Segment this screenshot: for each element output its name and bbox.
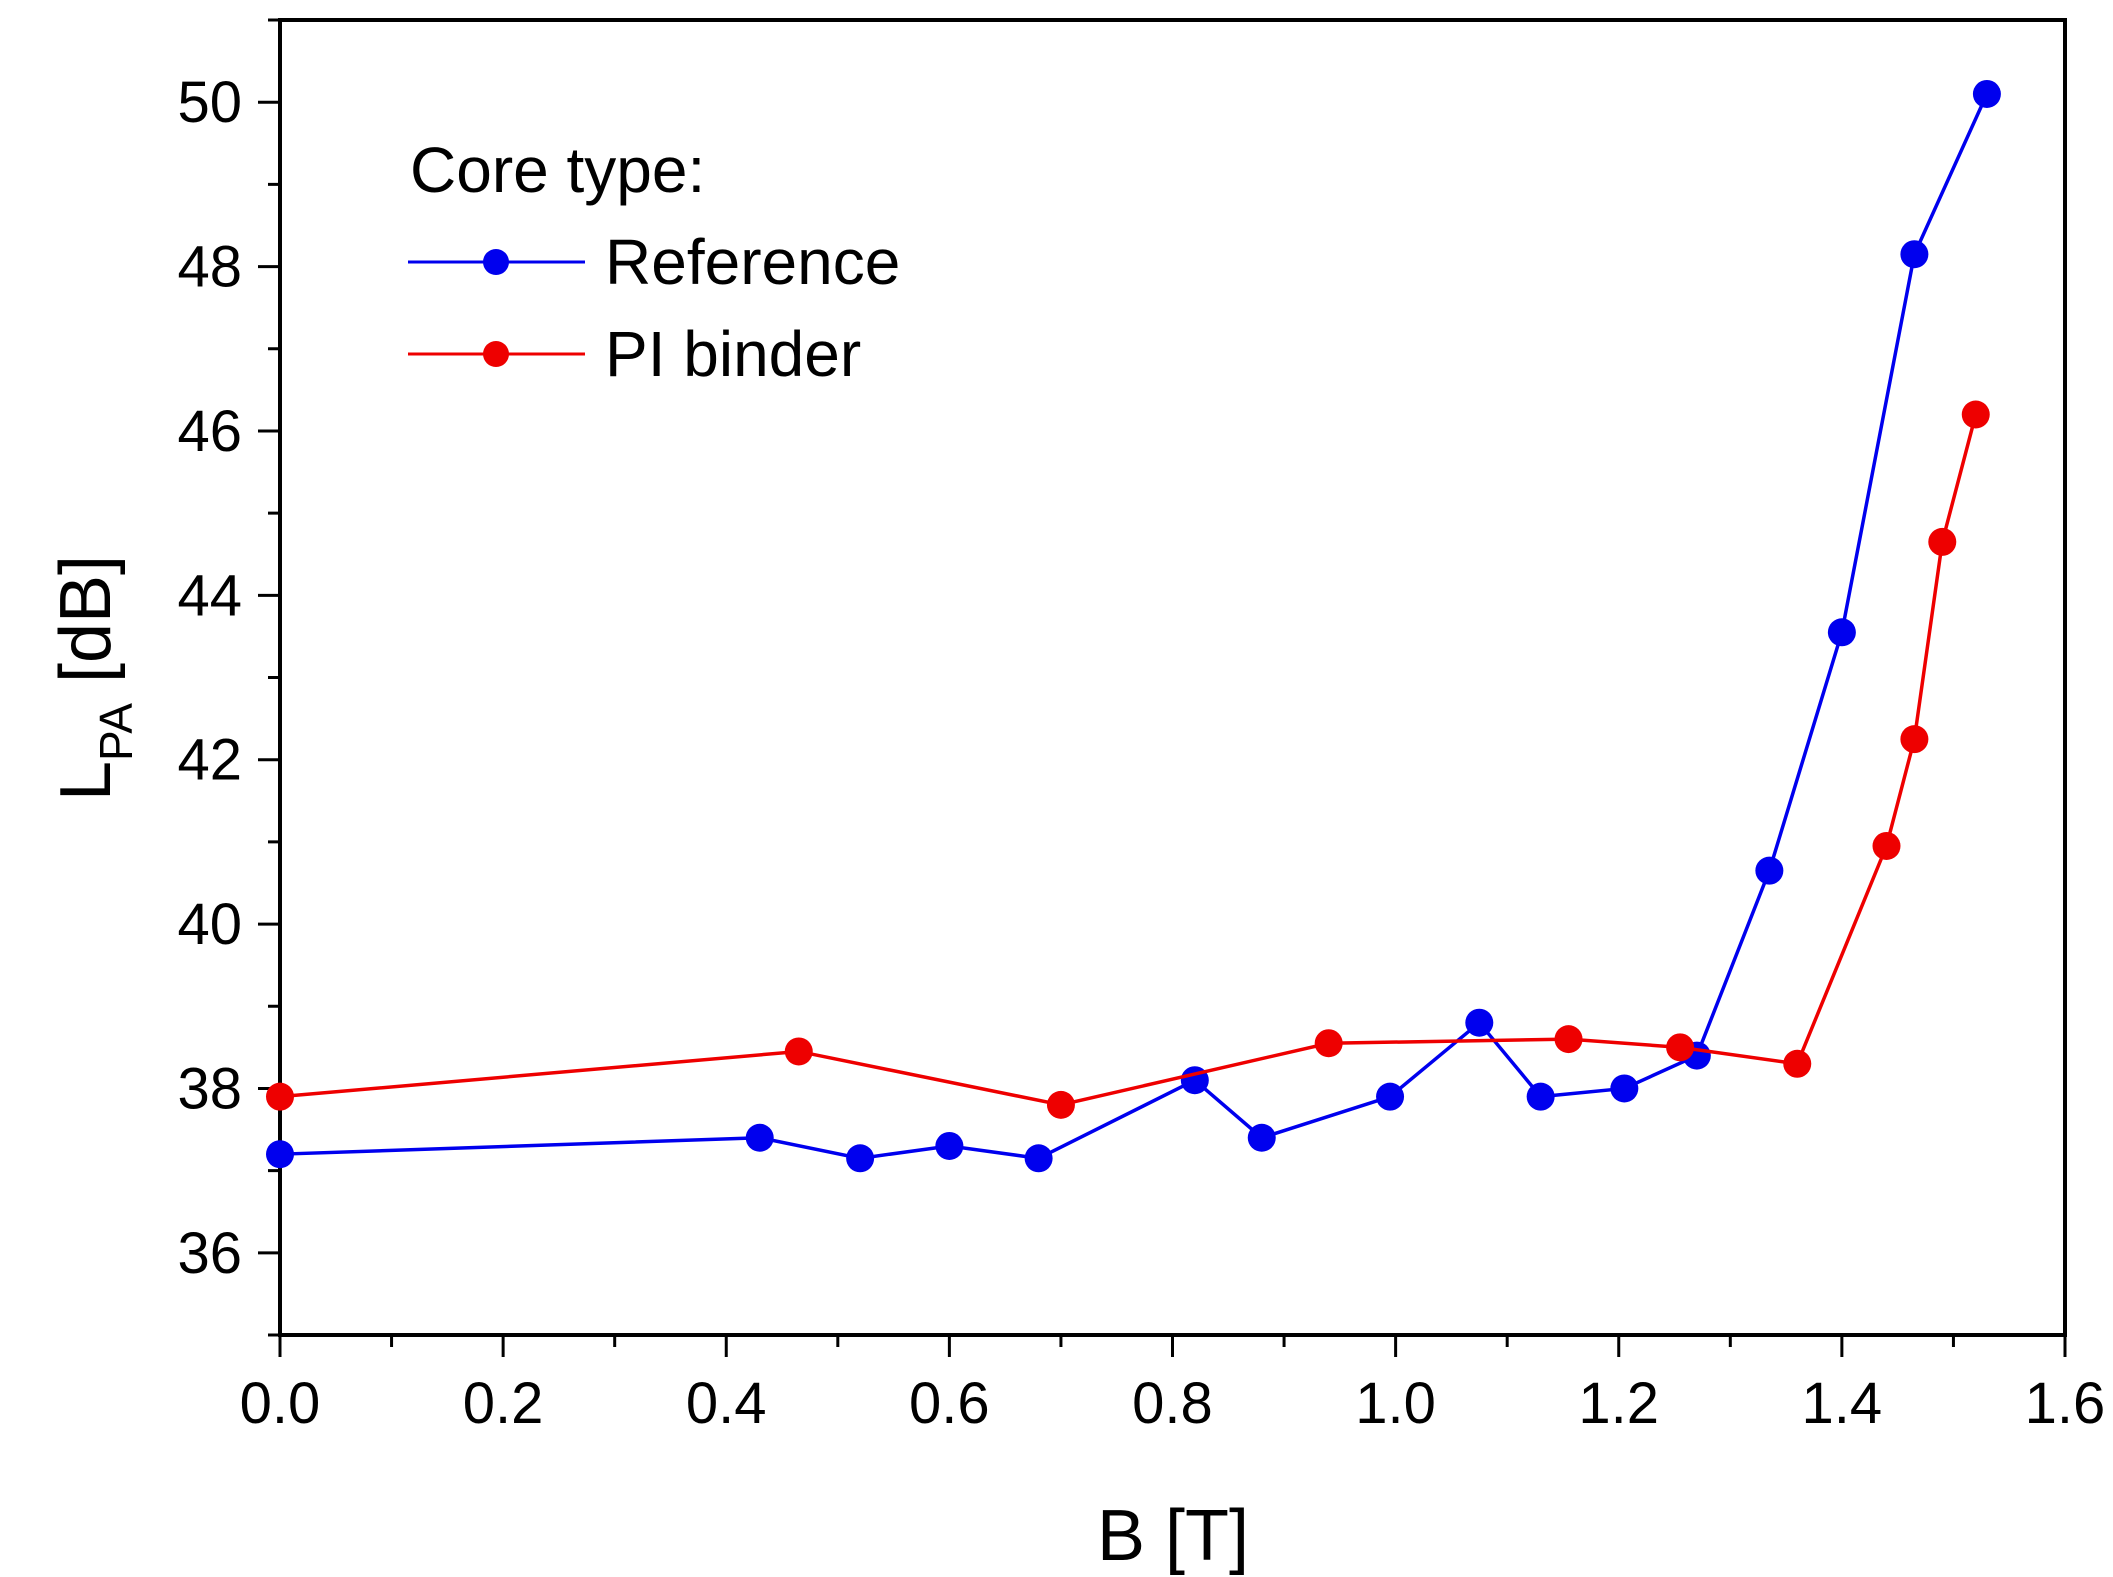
x-tick-label: 1.2 (1578, 1371, 1659, 1436)
y-tick-label: 38 (177, 1056, 242, 1121)
x-tick-label: 0.4 (686, 1371, 767, 1436)
y-tick-label: 46 (177, 399, 242, 464)
legend: Core type: Reference PI binder (408, 134, 900, 390)
data-point-reference (1900, 240, 1929, 269)
x-tick-label: 0.6 (909, 1371, 990, 1436)
series-line-pi-binder (279, 414, 1978, 1107)
y-axis-title-unit: [dB] (46, 555, 126, 703)
data-point-pi-binder (1928, 527, 1957, 556)
data-point-pi-binder (1666, 1033, 1695, 1062)
data-point-pi-binder (266, 1082, 294, 1111)
y-tick-label: 44 (177, 563, 242, 628)
x-tick-label: 0.8 (1132, 1371, 1213, 1436)
y-tick-label: 42 (177, 728, 242, 793)
axis-ticks (258, 18, 2067, 1357)
x-tick-label: 0.2 (463, 1371, 544, 1436)
legend-label-pi-binder: PI binder (605, 318, 861, 390)
data-point-reference (1972, 79, 2001, 108)
y-axis-title: LPA [dB] (46, 555, 142, 801)
legend-marker-pi-binder (483, 341, 509, 367)
data-point-reference (1465, 1008, 1494, 1037)
series-pi-binder (266, 400, 1990, 1119)
data-point-reference (266, 1140, 294, 1169)
data-point-reference (1526, 1082, 1555, 1111)
y-axis-title-subscript: PA (90, 703, 142, 761)
y-tick-label: 36 (177, 1221, 242, 1286)
plot-frame (278, 18, 2067, 1337)
data-point-pi-binder (1961, 400, 1990, 429)
data-point-reference (1827, 618, 1856, 647)
data-point-reference (935, 1131, 964, 1160)
data-point-reference (1755, 856, 1784, 885)
y-tick-label: 48 (177, 235, 242, 300)
data-point-pi-binder (1783, 1049, 1812, 1078)
x-tick-labels: 0.0 0.2 0.4 0.6 0.8 1.0 1.2 1.4 1.6 (240, 1371, 2106, 1436)
data-point-pi-binder (1554, 1025, 1583, 1054)
legend-title: Core type: (410, 134, 705, 206)
y-tick-label: 50 (177, 70, 242, 135)
data-point-reference (745, 1123, 774, 1152)
legend-marker-reference (483, 249, 509, 275)
data-point-reference (1376, 1082, 1405, 1111)
data-point-reference (1247, 1123, 1276, 1152)
data-point-pi-binder (1872, 831, 1901, 860)
data-point-pi-binder (1314, 1029, 1343, 1058)
x-tick-label: 1.0 (1355, 1371, 1436, 1436)
legend-label-reference: Reference (605, 226, 900, 298)
y-tick-labels: 36 38 40 42 44 46 48 50 (177, 70, 242, 1286)
series-line-reference (279, 93, 1989, 1161)
y-axis-title-main: L (46, 761, 126, 801)
y-tick-label: 40 (177, 892, 242, 957)
data-point-pi-binder (1046, 1090, 1075, 1119)
data-point-reference (1024, 1144, 1053, 1173)
x-tick-label: 1.4 (1802, 1371, 1883, 1436)
data-point-pi-binder (1900, 725, 1929, 754)
x-axis-title: B [T] (1097, 1496, 1249, 1576)
x-tick-label: 1.6 (2025, 1371, 2106, 1436)
data-point-reference (1610, 1074, 1639, 1103)
series-layer (266, 79, 2001, 1173)
data-point-reference (846, 1144, 875, 1173)
series-reference (266, 79, 2001, 1173)
x-tick-label: 0.0 (240, 1371, 321, 1436)
data-point-pi-binder (784, 1037, 813, 1066)
